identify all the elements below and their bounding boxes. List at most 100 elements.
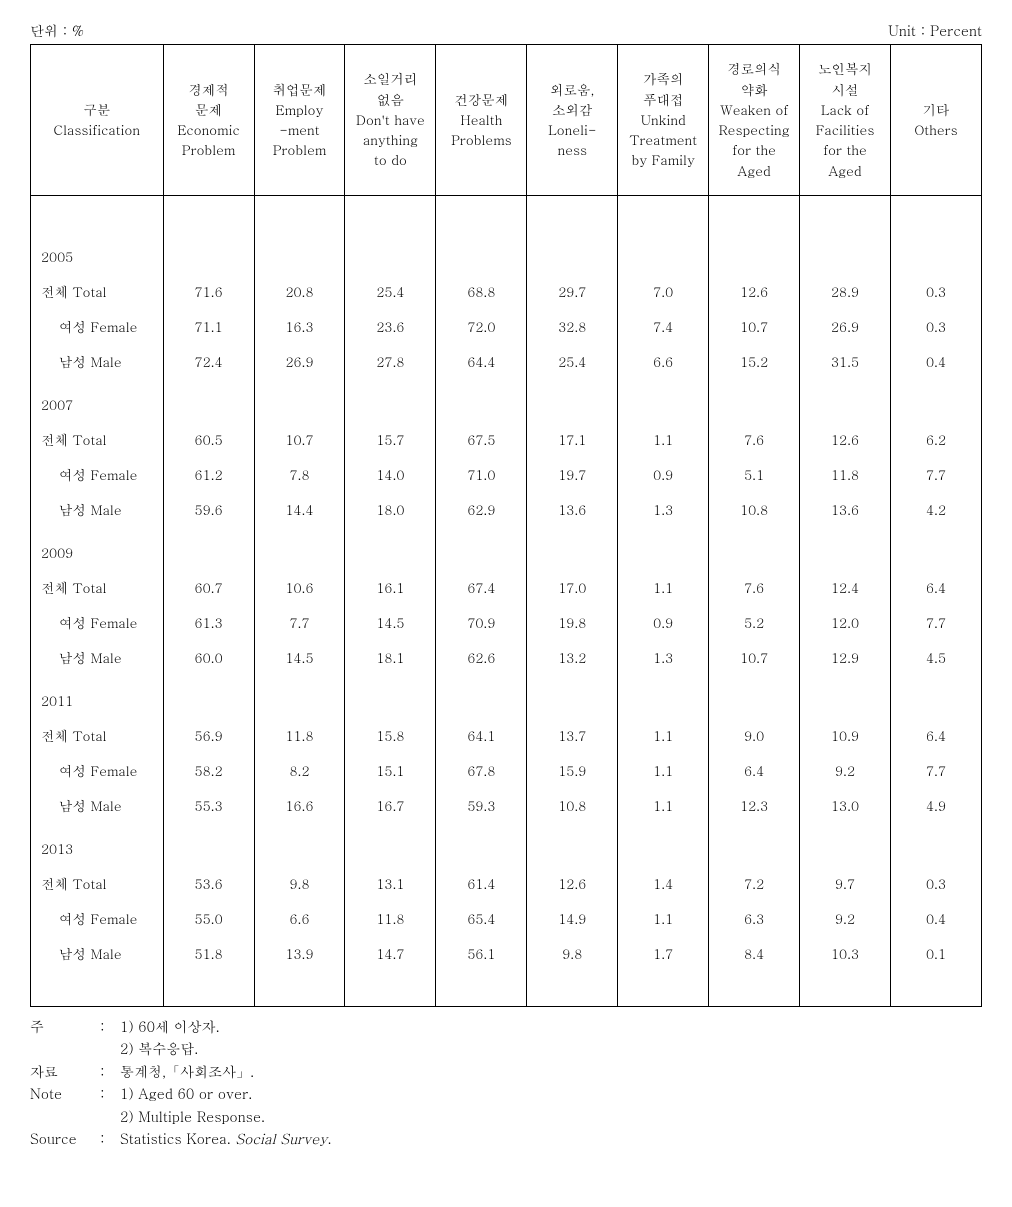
data-cell: 17.1 [527,422,618,457]
data-cell: 13.1 [345,866,436,901]
data-cell: 67.5 [436,422,527,457]
data-cell: 60.0 [163,640,254,675]
data-cell: 1.1 [618,422,709,457]
row-label: 전체 Total [31,274,164,309]
row-label: 여성 Female [31,309,164,344]
data-cell: 1.1 [618,718,709,753]
empty-cell [709,675,800,718]
data-cell: 12.6 [709,274,800,309]
data-cell: 71.6 [163,274,254,309]
empty-cell [618,527,709,570]
data-cell: 10.8 [527,788,618,823]
data-cell: 8.2 [254,753,345,788]
empty-cell [709,196,800,232]
empty-cell [527,527,618,570]
data-cell: 4.9 [891,788,982,823]
year-row: 2007 [31,379,982,422]
column-header: 소일거리없음Don't haveanythingto do [345,45,436,196]
empty-cell [436,196,527,232]
data-cell: 14.7 [345,936,436,971]
footnote-sep [100,1037,120,1059]
empty-cell [618,675,709,718]
row-label: 여성 Female [31,753,164,788]
data-cell: 7.2 [709,866,800,901]
data-cell: 0.4 [891,901,982,936]
table-row: 여성 Female55.06.611.865.414.91.16.39.20.4 [31,901,982,936]
spacer-row [31,196,982,232]
data-cell: 4.2 [891,492,982,527]
data-cell: 13.6 [527,492,618,527]
empty-cell [163,527,254,570]
footnote-row: 주:1) 60세 이상자. [30,1015,982,1037]
table-row: 전체 Total53.69.813.161.412.61.47.29.70.3 [31,866,982,901]
data-cell: 12.3 [709,788,800,823]
footnote-label: 자료 [30,1060,100,1082]
data-cell: 65.4 [436,901,527,936]
empty-cell [163,823,254,866]
empty-cell [891,196,982,232]
data-cell: 10.7 [254,422,345,457]
row-label: 여성 Female [31,901,164,936]
data-cell: 62.6 [436,640,527,675]
empty-cell [345,527,436,570]
data-cell: 17.0 [527,570,618,605]
footnote-sep: : [100,1127,120,1149]
data-cell: 10.6 [254,570,345,605]
table-header-row: 구분Classification경제적문제EconomicProblem취업문제… [31,45,982,196]
data-cell: 15.1 [345,753,436,788]
empty-cell [436,971,527,1007]
empty-cell [891,379,982,422]
data-cell: 26.9 [254,344,345,379]
data-cell: 9.8 [527,936,618,971]
empty-cell [436,527,527,570]
data-cell: 23.6 [345,309,436,344]
data-cell: 16.6 [254,788,345,823]
data-cell: 61.4 [436,866,527,901]
table-row: 전체 Total60.510.715.767.517.11.17.612.66.… [31,422,982,457]
empty-cell [31,971,164,1007]
data-cell: 0.3 [891,309,982,344]
data-cell: 0.9 [618,457,709,492]
column-header: 기타Others [891,45,982,196]
column-header: 외로움,소외감Loneli-ness [527,45,618,196]
data-cell: 12.4 [800,570,891,605]
data-cell: 13.9 [254,936,345,971]
empty-cell [527,971,618,1007]
table-row: 여성 Female71.116.323.672.032.87.410.726.9… [31,309,982,344]
empty-cell [345,379,436,422]
data-cell: 18.1 [345,640,436,675]
table-row: 전체 Total60.710.616.167.417.01.17.612.46.… [31,570,982,605]
empty-cell [800,379,891,422]
data-cell: 60.7 [163,570,254,605]
data-cell: 7.6 [709,570,800,605]
empty-cell [709,527,800,570]
empty-cell [31,196,164,232]
data-cell: 59.3 [436,788,527,823]
footnote-label [30,1105,100,1127]
empty-cell [618,196,709,232]
empty-cell [891,231,982,274]
empty-cell [254,196,345,232]
data-cell: 6.2 [891,422,982,457]
data-cell: 6.4 [709,753,800,788]
data-cell: 28.9 [800,274,891,309]
row-label: 전체 Total [31,718,164,753]
data-cell: 61.3 [163,605,254,640]
empty-cell [709,231,800,274]
data-cell: 53.6 [163,866,254,901]
data-cell: 6.4 [891,718,982,753]
data-cell: 15.7 [345,422,436,457]
data-cell: 7.4 [618,309,709,344]
row-label: 여성 Female [31,457,164,492]
data-cell: 0.3 [891,274,982,309]
empty-cell [891,971,982,1007]
year-label: 2009 [31,527,164,570]
data-cell: 7.7 [891,753,982,788]
table-row: 남성 Male60.014.518.162.613.21.310.712.94.… [31,640,982,675]
data-cell: 71.0 [436,457,527,492]
data-cell: 11.8 [800,457,891,492]
data-cell: 8.4 [709,936,800,971]
empty-cell [436,379,527,422]
data-cell: 7.8 [254,457,345,492]
row-label: 남성 Male [31,344,164,379]
